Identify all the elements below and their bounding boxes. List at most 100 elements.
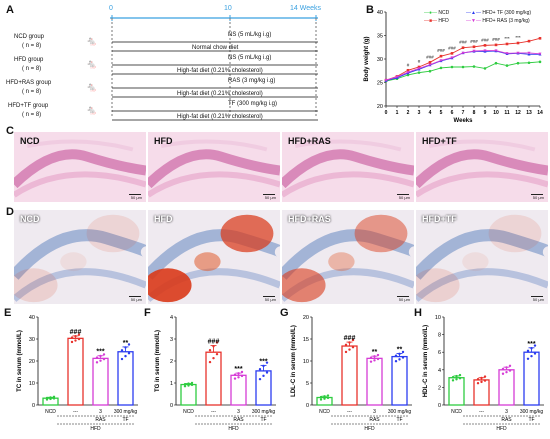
data-point	[538, 37, 542, 40]
significance-mark: **	[123, 340, 129, 347]
x-tick-label: 3	[418, 110, 421, 116]
data-point	[480, 380, 483, 384]
y-tick-label: 1	[170, 381, 173, 387]
x-category-label: ---	[73, 409, 78, 415]
micrograph-label: HFD+RAS	[288, 136, 331, 146]
x-tick-label: 11	[504, 110, 510, 116]
x-sub-label: TF	[528, 417, 534, 423]
data-point	[127, 352, 131, 355]
timeline-row-ras: HFD+RAS group ( n = 8) 🐁 RAS (3 mg/kg i.…	[6, 78, 334, 100]
panel-letter-b: B	[366, 4, 374, 16]
micrograph-label: HFD	[154, 136, 173, 146]
significance-mark: ###	[459, 40, 467, 45]
significance-mark: ###	[448, 45, 456, 50]
significance-mark: ###	[208, 339, 220, 346]
data-point	[533, 344, 537, 347]
timeline-row-hfd: HFD group ( n = 8) 🐁 NS (5 mL/kg i.g) Hi…	[14, 55, 334, 77]
treatment-top: TF (300 mg/kg i.g)	[228, 101, 278, 107]
treatment-top: RAS (3 mg/kg i.g)	[228, 78, 276, 84]
data-point	[483, 67, 487, 70]
micrograph-rowD-3: HFD+TF 50 μm	[416, 210, 548, 304]
data-point	[417, 65, 421, 69]
data-point	[505, 52, 509, 55]
bar-3	[92, 357, 109, 406]
y-tick-label: 0	[438, 403, 441, 409]
data-point	[526, 349, 530, 353]
significance-mark: ###	[344, 335, 356, 342]
micrograph-label: HFD+TF	[422, 214, 457, 224]
x-sub-label: RAS	[95, 417, 106, 423]
scale-bar	[263, 194, 275, 195]
data-point	[394, 360, 398, 363]
he-staining-row: NCD 50 μm HFD 50 μm HFD+RAS 50 μm HFD+TF 50 …	[14, 132, 550, 202]
scale-bar	[397, 296, 409, 297]
data-point	[102, 353, 106, 356]
legend-item-tf: —▲— HFD+ TF (300 mg/kg)	[466, 10, 532, 16]
data-point	[233, 373, 237, 376]
significance-mark: ###	[437, 48, 445, 53]
x-tick-label: 0	[385, 110, 388, 116]
significance-mark: ###	[426, 54, 434, 59]
data-point	[476, 378, 480, 381]
scale-label: 50 μm	[398, 195, 410, 200]
data-point	[461, 46, 465, 50]
y-tick-label: 6	[438, 350, 441, 356]
tc-bar-chart: 40 30 20 10 0 TC in serum (mmol/L) NCD ### --- **…	[17, 315, 138, 432]
panel-letter-a: A	[6, 4, 14, 16]
bar----	[205, 351, 222, 406]
ldl-bar-chart: 20 15 10 5 0 LDL-C in serum (mmol/L) NCD ### ---…	[291, 315, 412, 432]
data-point	[395, 75, 399, 79]
mouse-icon: 🐁	[86, 105, 98, 115]
data-point	[401, 350, 405, 354]
data-point	[439, 59, 443, 63]
x-tick-label: 14	[537, 110, 543, 116]
scale-label: 50 μm	[130, 195, 142, 200]
data-point	[77, 337, 81, 341]
timeline-row-ncd: NCD group ( n = 8) 🐁 NS (5 mL/kg i.g) No…	[14, 32, 334, 54]
data-point	[127, 343, 131, 346]
scale-label: 50 μm	[398, 297, 410, 302]
data-point	[45, 396, 49, 400]
data-point	[102, 357, 106, 361]
data-point	[265, 371, 269, 374]
data-point	[319, 395, 323, 399]
bar----	[341, 345, 358, 406]
data-point	[538, 60, 542, 64]
data-point	[77, 333, 81, 336]
x-category-label: 300 mg/kg	[520, 409, 544, 415]
data-point	[258, 377, 262, 381]
legend-item-ras: —▼— HFD+ RAS (3 mg/kg)	[466, 18, 530, 24]
y-axis-title: LDL-C in serum (mmol/L)	[291, 325, 297, 397]
data-point	[494, 43, 498, 47]
x-category-label: NCD	[319, 409, 330, 415]
data-point	[508, 364, 512, 368]
micrograph-label: HFD+RAS	[288, 214, 331, 224]
significance-mark: #	[407, 62, 410, 67]
data-point	[369, 360, 373, 363]
data-point	[373, 355, 376, 358]
data-point	[472, 65, 476, 68]
group-n: ( n = 8)	[22, 89, 42, 95]
data-point	[262, 374, 265, 378]
significance-mark: ***	[515, 35, 521, 40]
data-point	[530, 347, 533, 350]
timeline-tick-label-0: 0	[109, 5, 113, 12]
data-point	[240, 374, 244, 378]
group-n: ( n = 8)	[22, 112, 42, 118]
panel-letter-e: E	[4, 307, 12, 319]
significance-mark: ***	[527, 341, 535, 348]
data-point	[458, 377, 462, 380]
data-point	[183, 384, 187, 388]
data-point	[401, 356, 405, 359]
x-category-label: 300 mg/kg	[252, 409, 276, 415]
data-point	[483, 44, 487, 47]
micrograph-rowD-0: NCD 50 μm	[14, 210, 146, 304]
data-point	[450, 65, 454, 69]
panel-letter-g: G	[280, 307, 289, 319]
x-sub-label: TF	[396, 417, 402, 423]
data-point	[533, 352, 537, 355]
significance-mark: #	[418, 59, 421, 64]
x-category-label: 3	[237, 409, 240, 415]
data-point	[417, 67, 421, 70]
treatment-bottom: Normal chow diet	[192, 45, 239, 51]
